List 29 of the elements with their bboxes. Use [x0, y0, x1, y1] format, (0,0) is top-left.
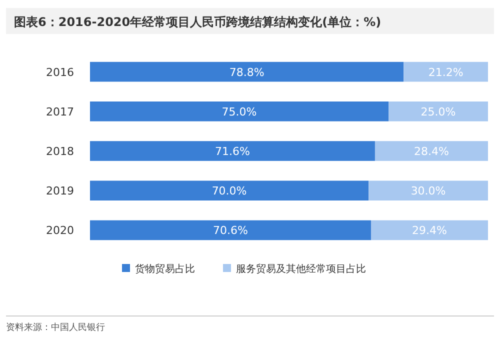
data-label: 71.6%: [215, 145, 250, 158]
bar: [90, 220, 371, 240]
data-label: 78.8%: [229, 66, 264, 79]
bar: [90, 180, 369, 200]
legend-label: 服务贸易及其他经常项目占比: [236, 263, 366, 275]
bar: [90, 102, 388, 122]
y-tick-label: 2016: [46, 66, 74, 79]
bar: [374, 141, 488, 161]
text: 资料来源：中国人民银行: [6, 322, 105, 333]
bar: [404, 62, 488, 82]
data-label: 25.0%: [420, 105, 456, 118]
data-label: 75.0%: [222, 105, 257, 118]
bar: [90, 141, 375, 161]
data-label: 30.0%: [410, 184, 446, 198]
bar: [368, 180, 488, 200]
bar: [388, 102, 488, 122]
y-tick-label: 2020: [46, 224, 74, 238]
y-tick-label: 2018: [46, 145, 74, 158]
chart-title: 图表6：2016-2020年经常项目人民币跨境结算结构变化(单位：%): [14, 15, 382, 29]
data-label: 29.4%: [412, 224, 447, 238]
data-label: 21.2%: [428, 66, 464, 79]
data-label: 28.4%: [414, 145, 449, 158]
data-label: 70.0%: [212, 184, 247, 198]
y-tick-label: 2019: [46, 184, 74, 198]
bar: [370, 220, 488, 240]
y-tick-label: 2017: [46, 105, 74, 118]
bar: [90, 62, 404, 82]
data-label: 70.6%: [213, 224, 248, 238]
legend-label: 货物贸易占比: [135, 263, 195, 275]
